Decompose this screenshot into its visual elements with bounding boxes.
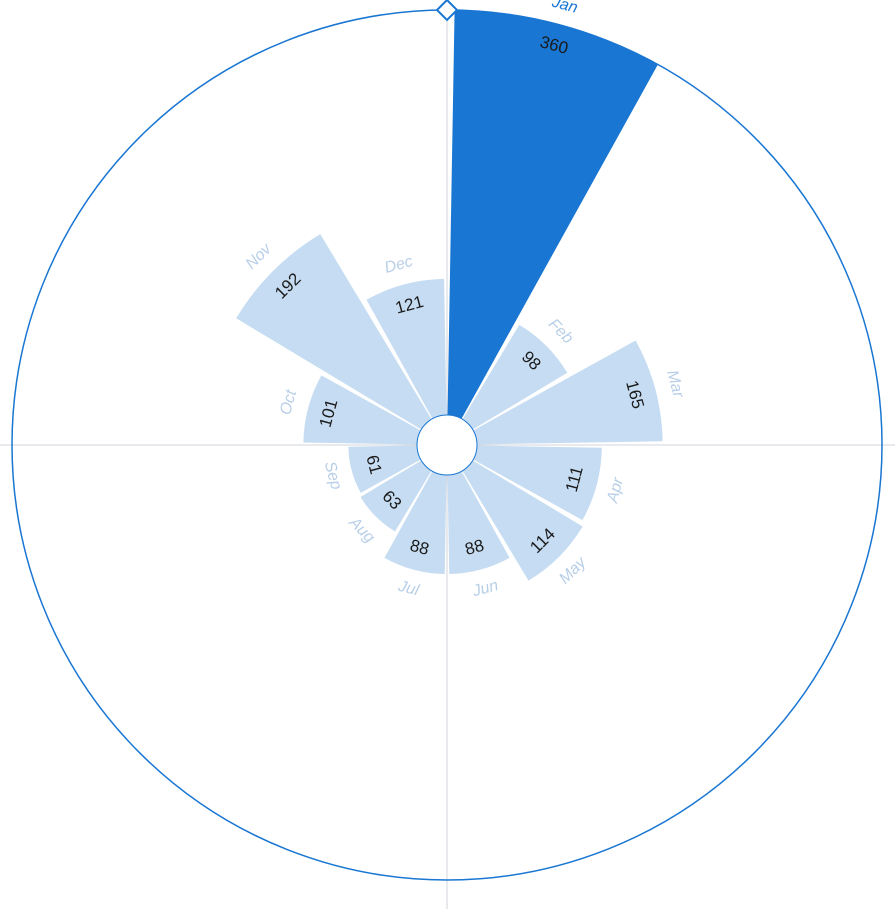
polar-bar-chart: Jan360Feb98Mar165Apr111May114Jun88Jul88A… [0, 0, 895, 909]
